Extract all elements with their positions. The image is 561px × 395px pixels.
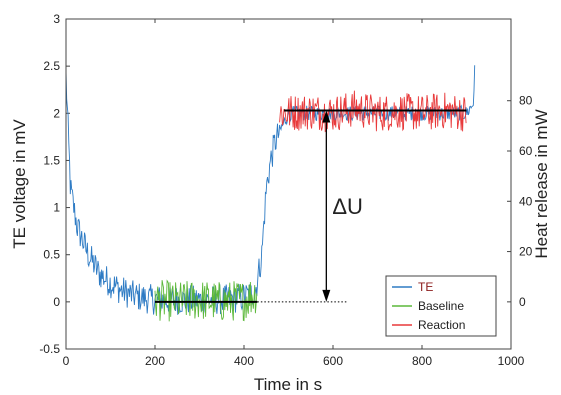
- y-right-tick-label: 0: [519, 295, 526, 309]
- y-right-tick-labels: 0 20 40 60 80: [507, 94, 533, 309]
- legend: TE Baseline Reaction: [385, 275, 497, 337]
- series-baseline-line: [154, 279, 258, 322]
- y-right-tick-label: 80: [519, 94, 533, 108]
- y-left-tick-label: 0.5: [43, 248, 60, 262]
- x-tick-label: 0: [63, 354, 70, 368]
- series-reaction-line: [279, 90, 467, 133]
- y-axis-left-label: TE voltage in mV: [10, 119, 29, 249]
- y-left-tick-labels: -0.5 0 0.5 1 1.5 2 2.5 3: [39, 12, 70, 356]
- x-tick-label: 600: [323, 354, 343, 368]
- x-tick-labels: 0 200 400 600 800 1000: [63, 19, 525, 368]
- delta-u-annotation: ΔU: [322, 110, 363, 302]
- y-right-tick-label: 40: [519, 194, 533, 208]
- legend-label-baseline: Baseline: [418, 299, 464, 313]
- delta-u-arrowhead-up: [322, 110, 331, 123]
- delta-u-label: ΔU: [332, 194, 363, 219]
- y-left-tick-label: 2: [53, 106, 60, 120]
- y-right-tick-label: 60: [519, 144, 533, 158]
- y-left-tick-label: 3: [53, 12, 60, 26]
- x-tick-label: 400: [234, 354, 254, 368]
- y-right-tick-label: 20: [519, 245, 533, 259]
- series-lines: [65, 65, 476, 322]
- reference-lines: [155, 109, 467, 303]
- y-left-tick-label: 1: [53, 201, 60, 215]
- legend-label-reaction: Reaction: [418, 318, 465, 332]
- y-left-tick-label: 1.5: [43, 153, 60, 167]
- x-axis-label: Time in s: [254, 375, 322, 394]
- delta-u-arrowhead-down: [322, 289, 331, 302]
- x-tick-label: 200: [145, 354, 165, 368]
- legend-label-te: TE: [418, 280, 433, 294]
- x-tick-label: 1000: [498, 354, 525, 368]
- y-left-tick-label: 0: [53, 295, 60, 309]
- y-left-tick-label: 2.5: [43, 59, 60, 73]
- plot-area-frame: [65, 18, 512, 350]
- y-axis-right-label: Heat release in mW: [532, 109, 551, 258]
- x-tick-label: 800: [412, 354, 432, 368]
- y-left-tick-label: -0.5: [39, 342, 60, 356]
